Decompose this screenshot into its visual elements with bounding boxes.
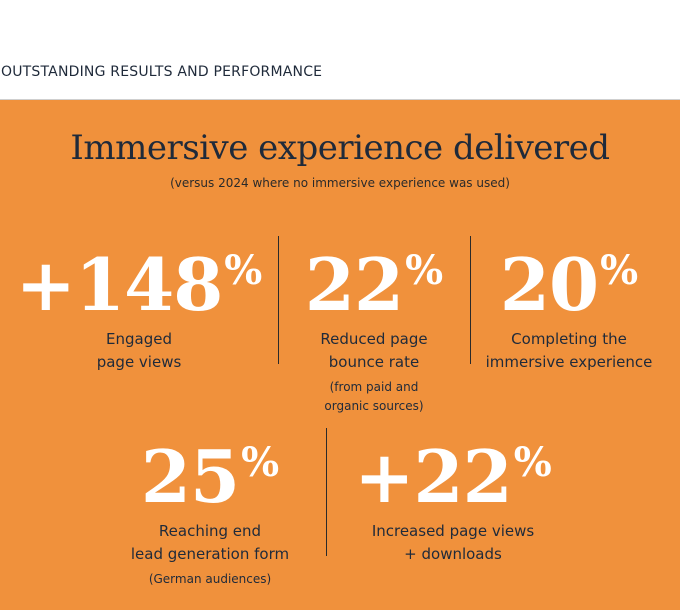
stat-label: Reduced page bounce rate (320, 330, 428, 371)
stat-completing-experience: 20% Completing the immersive experience (478, 232, 660, 374)
panel-subtitle: (versus 2024 where no immersive experien… (170, 176, 510, 190)
stat-value: 25% (140, 434, 280, 519)
stat-note: (from paid and organic sources) (324, 380, 424, 413)
stat-label: Reaching end lead generation form (130, 522, 290, 563)
stat-value: 20% (499, 242, 639, 327)
stat-divider (278, 236, 279, 364)
stat-lead-form: 25% Reaching end lead generation form (G… (110, 424, 310, 589)
header-bar: OUTSTANDING RESULTS AND PERFORMANCE (0, 0, 680, 100)
panel-title: Immersive experience delivered (70, 128, 610, 168)
percent-sign: % (600, 247, 639, 294)
stat-value: +22% (354, 434, 552, 519)
stat-value: +148% (15, 242, 263, 327)
percent-sign: % (224, 247, 263, 294)
stat-note: (German audiences) (148, 572, 272, 586)
percent-sign: % (405, 247, 444, 294)
stat-divider (326, 428, 327, 556)
stat-label: Engaged page views (96, 330, 182, 371)
stat-label: Completing the immersive experience (485, 330, 653, 371)
stat-engaged-page-views: +148% Engaged page views (10, 232, 268, 374)
section-heading: OUTSTANDING RESULTS AND PERFORMANCE (1, 64, 323, 80)
stat-bounce-rate: 22% Reduced page bounce rate (from paid … (288, 232, 460, 416)
stat-value: 22% (304, 242, 444, 327)
percent-sign: % (241, 439, 280, 486)
stat-divider (470, 236, 471, 364)
results-panel (0, 100, 680, 610)
percent-sign: % (513, 439, 552, 486)
stat-label: Increased page views + downloads (371, 522, 535, 563)
stat-page-views-downloads: +22% Increased page views + downloads (342, 424, 564, 566)
